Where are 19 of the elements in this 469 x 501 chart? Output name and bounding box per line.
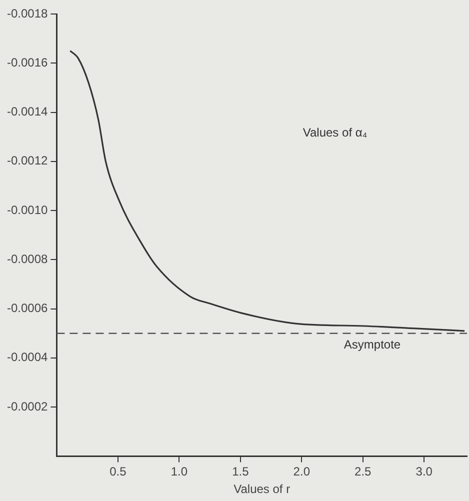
x-tick-label: 1.0	[170, 464, 188, 479]
y-tick-label: -0.0010	[6, 202, 48, 217]
x-tick-label: 0.5	[110, 464, 127, 479]
y-tick-label: -0.0008	[6, 252, 48, 266]
x-axis-title: Values of r	[234, 482, 290, 496]
x-tick-label: 1.5	[232, 464, 250, 479]
ref-line-label: Asymptote	[344, 338, 401, 352]
y-tick-label: -0.0002	[6, 399, 48, 414]
y-tick-label: -0.0004	[6, 350, 48, 364]
y-tick-label: -0.0014	[6, 104, 48, 119]
y-tick-label: -0.0012	[6, 154, 48, 168]
x-tick-label: 2.0	[293, 464, 310, 479]
x-tick-label: 2.5	[354, 464, 372, 479]
y-tick-label: -0.0006	[6, 301, 48, 316]
annotation: Values of α₄	[302, 126, 368, 140]
x-tick-label: 3.0	[416, 464, 433, 479]
y-tick-label: -0.0018	[6, 6, 48, 20]
line-series	[69, 50, 466, 332]
y-tick-label: -0.0016	[6, 55, 48, 70]
